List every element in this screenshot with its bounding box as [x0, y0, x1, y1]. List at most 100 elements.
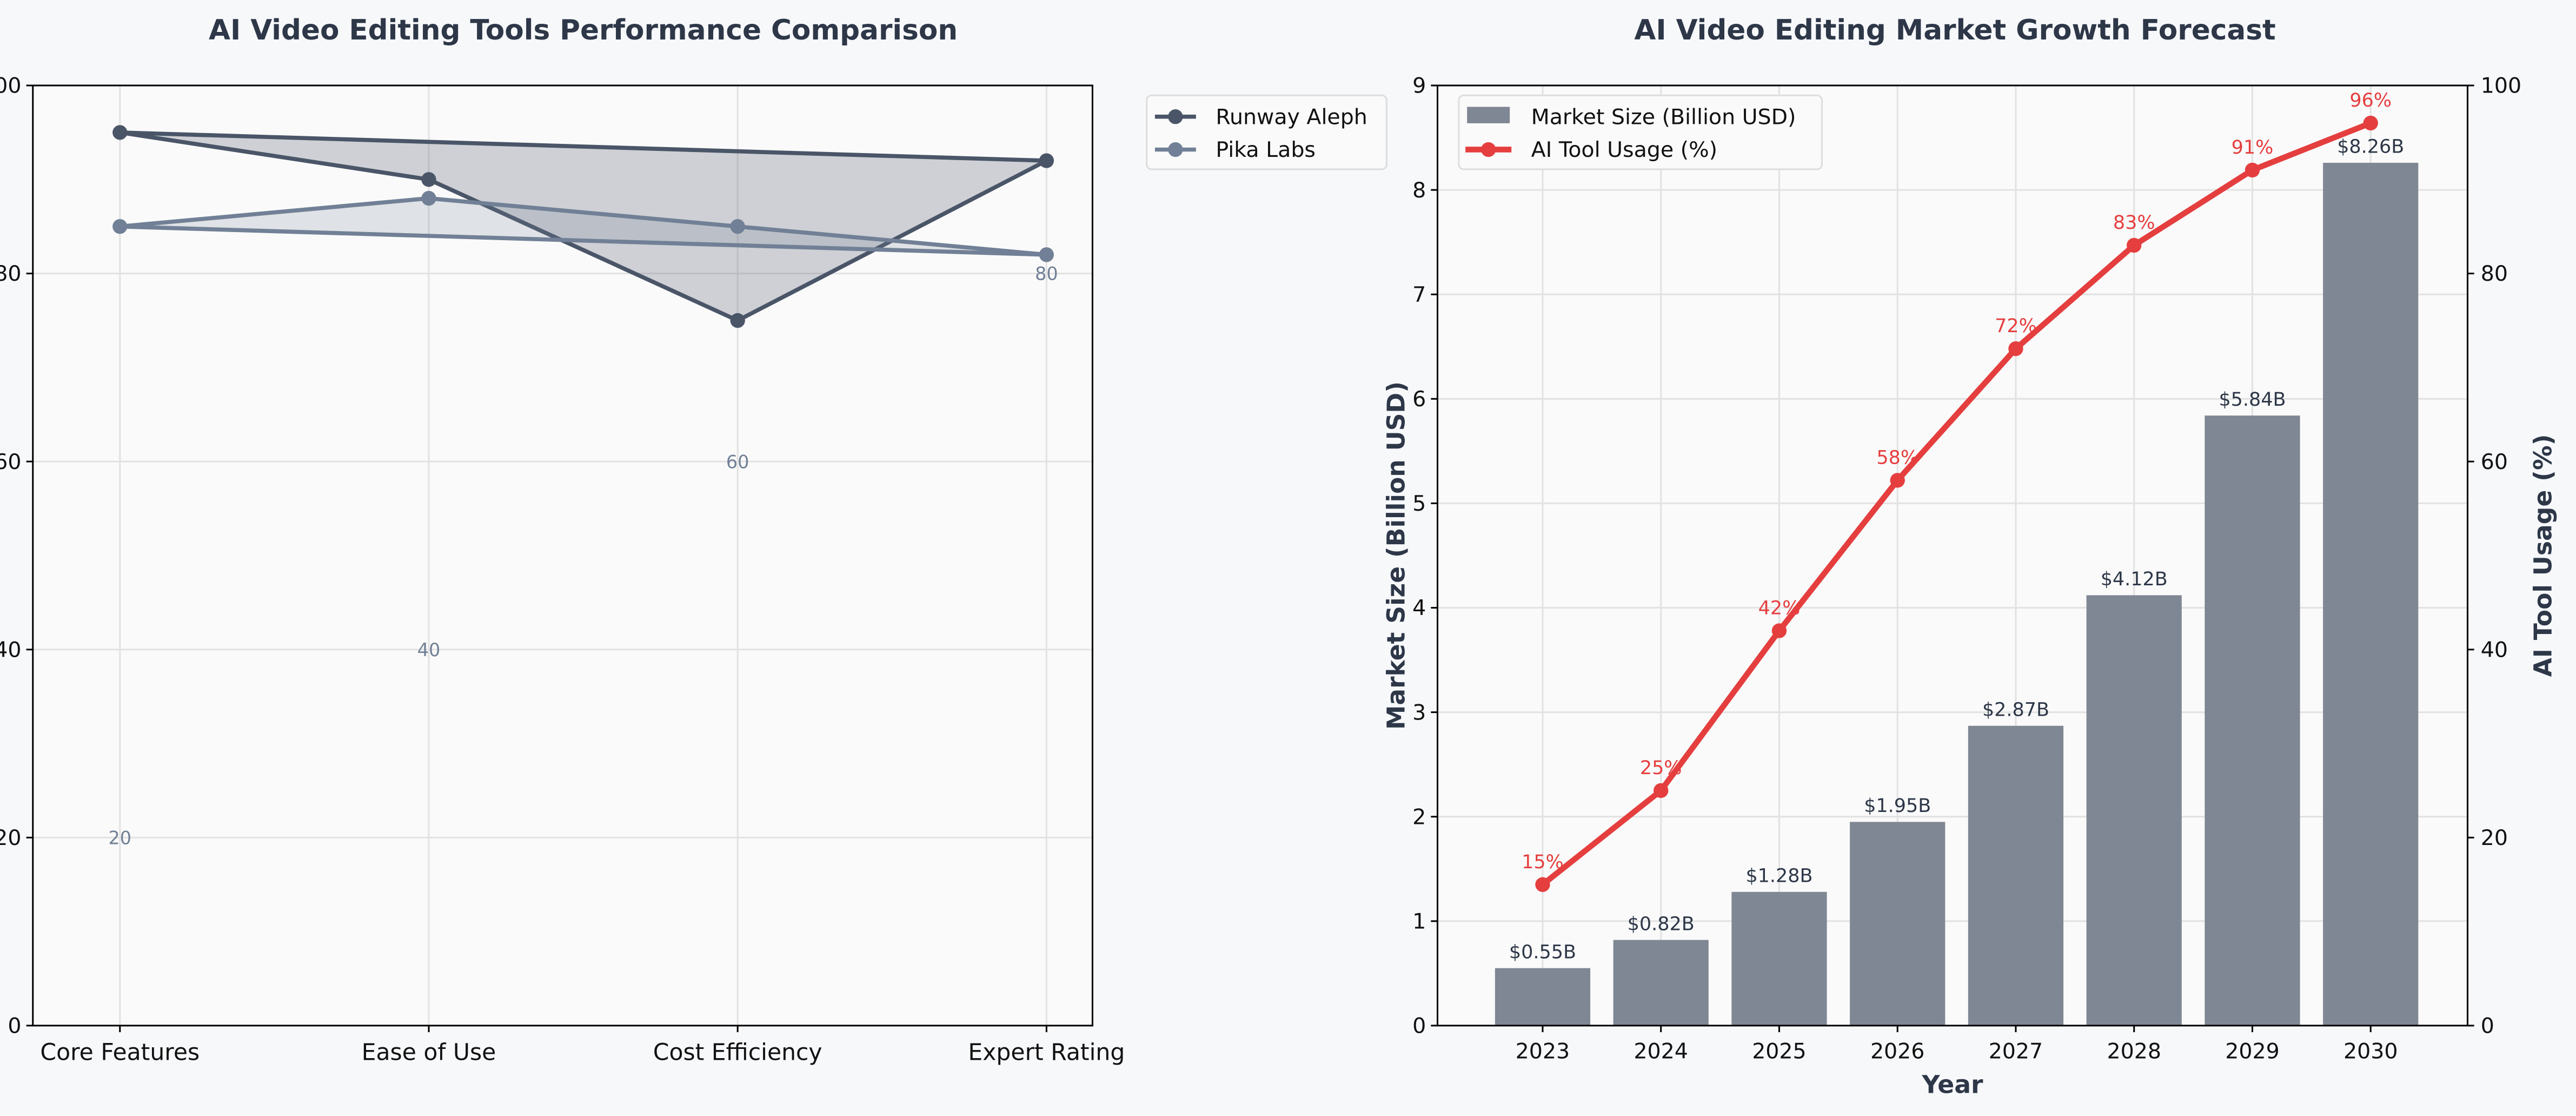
x-tick-label: 2025: [1752, 1039, 1807, 1064]
usage-value-label: 91%: [2232, 137, 2274, 159]
bar-value-label: $8.26B: [2337, 136, 2404, 158]
usage-value-label: 25%: [1640, 757, 1682, 779]
bar-2023: [1495, 968, 1591, 1026]
data-point: [421, 190, 436, 206]
legend-box: [1146, 94, 1387, 170]
y-axis-label: Market Size (Billion USD): [1382, 381, 1411, 730]
x-tick-label: 2023: [1516, 1039, 1570, 1064]
legend-label: AI Tool Usage (%): [1531, 137, 1717, 162]
data-point: [1039, 247, 1054, 262]
plot-area: [1437, 85, 2468, 1026]
y-tick-label: 1: [1412, 909, 1426, 934]
y-tick-label: 0: [8, 1014, 21, 1039]
y-tick-label: 9: [1412, 74, 1426, 98]
bar-2029: [2205, 415, 2300, 1026]
x-tick-label: 2024: [1634, 1039, 1688, 1064]
legend-label: Pika Labs: [1216, 137, 1316, 162]
y2-tick-label: 100: [2481, 74, 2521, 98]
market-chart: 0 1 2 3 4 5 6 7 8 9 0 20 40 60 80 100 $0.55B $0.82B $1.28B…: [1382, 74, 2558, 1099]
y-tick-label: 80: [0, 261, 21, 286]
y-tick-label: 2: [1412, 804, 1426, 829]
x-tick-label: 2029: [2225, 1039, 2280, 1064]
usage-value-label: 15%: [1522, 851, 1564, 873]
y2-tick-label: 20: [2481, 826, 2508, 850]
usage-point: [2127, 237, 2142, 253]
bar-value-label: $5.84B: [2219, 389, 2286, 411]
bar-value-label: $1.28B: [1745, 865, 1813, 887]
y-tick-label: 40: [0, 637, 21, 662]
usage-value-label: 72%: [1995, 315, 2037, 337]
legend-box: [1458, 94, 1823, 170]
bar-2027: [1968, 725, 2064, 1026]
usage-line: [1541, 120, 2372, 887]
inner-tick-label: 80: [1035, 263, 1058, 285]
data-point: [730, 313, 745, 328]
y-tick-label: 3: [1412, 700, 1426, 725]
bar-2028: [2086, 595, 2182, 1026]
y2-axis-label: AI Tool Usage (%): [2528, 434, 2557, 677]
left-chart-title: AI Video Editing Tools Performance Compa…: [209, 14, 958, 47]
performance-chart: 0 20 40 60 80 100 Core Features Ease of Use Cost…: [0, 74, 1387, 1066]
bar-2025: [1731, 892, 1827, 1026]
legend: Market Size (Billion USD) AI Tool Usage (…: [1458, 94, 1823, 170]
data-point: [730, 219, 745, 234]
inner-tick-label: 40: [417, 639, 441, 661]
inner-tick-label: 60: [726, 451, 749, 472]
y2-tick-label: 80: [2481, 261, 2508, 286]
x-tick-label: 2027: [1989, 1039, 2043, 1064]
y-tick-label: 7: [1412, 282, 1426, 307]
y-tick-label: 60: [0, 450, 21, 474]
usage-value-label: 96%: [2349, 90, 2392, 111]
y2-tick-label: 0: [2481, 1014, 2494, 1039]
bar-2030: [2323, 162, 2419, 1026]
usage-value-label: 83%: [2113, 212, 2155, 234]
y-tick-label: 0: [1412, 1014, 1426, 1039]
bar-value-label: $1.95B: [1864, 795, 1931, 817]
y-tick-label: 4: [1412, 596, 1426, 620]
data-point: [421, 172, 436, 187]
bar-value-label: $0.55B: [1509, 941, 1576, 963]
legend-marker: [1168, 142, 1183, 157]
y-tick-label: 5: [1412, 491, 1426, 516]
x-axis-label: Year: [1922, 1070, 1983, 1099]
legend-marker: [1480, 142, 1496, 157]
x-tick-label: Ease of Use: [362, 1040, 496, 1066]
legend-swatch: [1467, 107, 1510, 123]
y-tick-label: 6: [1412, 387, 1426, 412]
y-tick-label: 100: [0, 74, 21, 98]
axes-frame: [1436, 84, 2468, 1027]
usage-point: [2245, 162, 2260, 178]
data-point: [1039, 153, 1054, 168]
x-tick-label: Core Features: [40, 1040, 200, 1066]
usage-point: [1535, 877, 1550, 892]
right-chart-title: AI Video Editing Market Growth Forecast: [1634, 14, 2275, 47]
usage-point: [1771, 623, 1787, 638]
inner-tick-label: 20: [109, 827, 132, 848]
data-point: [112, 125, 128, 140]
usage-value-label: 42%: [1758, 598, 1801, 619]
x-tick-label: 2028: [2107, 1039, 2161, 1064]
usage-point: [2363, 115, 2378, 131]
data-point: [112, 219, 128, 234]
bar-value-label: $0.82B: [1628, 913, 1695, 935]
bar-2026: [1850, 822, 1946, 1026]
legend-label: Market Size (Billion USD): [1531, 104, 1796, 129]
x-tick-label: 2030: [2343, 1039, 2398, 1064]
x-tick-label: 2026: [1870, 1039, 1925, 1064]
legend: Runway Aleph Pika Labs: [1146, 94, 1387, 170]
y-tick-label: 20: [0, 826, 21, 850]
legend-marker: [1168, 109, 1183, 124]
bar-value-label: $2.87B: [1982, 699, 2049, 721]
y-tick-label: 8: [1412, 178, 1426, 203]
usage-point: [1890, 473, 1905, 488]
y2-tick-label: 40: [2481, 637, 2508, 662]
bar-2024: [1613, 940, 1709, 1026]
bar-value-label: $4.12B: [2101, 569, 2168, 590]
x-tick-label: Expert Rating: [968, 1040, 1125, 1066]
usage-point: [1654, 783, 1669, 798]
usage-point: [2008, 341, 2023, 356]
x-tick-label: Cost Efficiency: [653, 1040, 822, 1066]
axes-frame: [32, 84, 1093, 1027]
usage-value-label: 58%: [1876, 447, 1918, 469]
